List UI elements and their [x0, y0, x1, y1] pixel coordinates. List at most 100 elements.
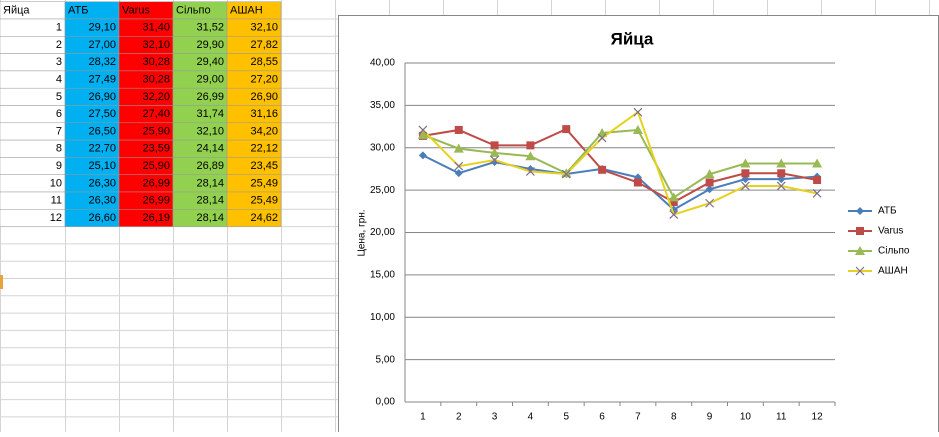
cell-text: 26,30	[88, 195, 116, 207]
chart-frame	[338, 15, 939, 436]
series-line	[422, 128, 818, 199]
cell-text: 27,50	[88, 108, 116, 120]
cell-text: 24,14	[196, 143, 224, 155]
y-tick-label: 0,00	[376, 397, 396, 408]
cell-text: 5	[56, 91, 62, 103]
marker	[705, 198, 715, 208]
x-tick-label: 3	[492, 412, 498, 423]
marker	[454, 161, 464, 171]
cell-text: 31,52	[196, 22, 224, 34]
legend-label: АШАН	[878, 266, 908, 277]
marker	[598, 165, 607, 174]
cell-text: 28,14	[196, 195, 224, 207]
marker	[669, 198, 678, 207]
cell-text: 32,10	[196, 125, 224, 137]
cell-text: 29,10	[88, 22, 116, 34]
cell-text: 1	[56, 22, 62, 34]
cell-text: 26,99	[196, 91, 224, 103]
marker	[525, 167, 535, 176]
marker	[489, 147, 500, 157]
marker	[669, 210, 679, 219]
marker	[668, 192, 679, 202]
y-tick-label: 5,00	[376, 354, 396, 365]
chart-title: Яйца	[611, 29, 654, 48]
marker	[526, 141, 535, 150]
active-cell-marker	[0, 275, 3, 289]
cell-text: 26,89	[196, 160, 224, 172]
cell-text: 2	[56, 39, 62, 51]
cell-text: 31,74	[196, 108, 224, 120]
header-text: Сільпо	[176, 4, 211, 16]
cell-text: 26,99	[142, 195, 170, 207]
header-text: Varus	[122, 4, 150, 16]
marker	[525, 151, 536, 161]
cell-text: 11	[51, 195, 62, 207]
x-tick-label: 2	[456, 412, 462, 423]
y-tick-label: 35,00	[370, 100, 395, 111]
marker	[490, 141, 499, 150]
x-tick-label: 10	[740, 412, 752, 423]
marker	[633, 178, 642, 187]
cell-text: 27,00	[88, 39, 116, 51]
legend-label: Varus	[878, 226, 903, 237]
cell-text: 32,10	[250, 22, 278, 34]
marker	[417, 129, 428, 139]
cell-text: 29,40	[196, 56, 224, 68]
marker	[740, 181, 750, 191]
series-line	[422, 110, 818, 216]
cell-text: 28,14	[196, 212, 224, 224]
cell-text: 29,90	[196, 39, 224, 51]
y-tick-label: 30,00	[370, 142, 395, 153]
chart: Яйца Цена, грн. 0,00 5,00 10,00 15,00 20,00 2…	[357, 29, 910, 422]
cell-text: 31,16	[250, 108, 278, 120]
y-tick-label: 20,00	[370, 227, 395, 238]
marker	[632, 124, 643, 134]
cell-text: 25,10	[88, 160, 116, 172]
cell-text: 25,90	[142, 160, 170, 172]
cell-text: 26,60	[88, 212, 116, 224]
y-tick-label: 15,00	[370, 270, 395, 281]
x-tick-label: 12	[812, 412, 824, 423]
cell-text: 32,10	[142, 39, 170, 51]
cell-text: 23,59	[142, 143, 170, 155]
cell-text: 26,50	[88, 125, 116, 137]
cell-text: 32,20	[142, 91, 170, 103]
legend-marker	[855, 266, 865, 276]
marker	[597, 133, 607, 143]
x-tick-label: 5	[563, 412, 569, 423]
cell-text: 26,30	[88, 177, 116, 189]
cell-text: 27,20	[250, 73, 278, 85]
marker	[704, 169, 715, 179]
cell-text: 28,55	[250, 56, 278, 68]
cell-text: 27,40	[142, 108, 170, 120]
cell-text: 27,49	[88, 73, 116, 85]
cell-text: 26,99	[142, 177, 170, 189]
y-tick-label: 25,00	[370, 185, 395, 196]
header-text: АТБ	[68, 4, 88, 16]
cell-text: 8	[56, 143, 62, 155]
y-tick-label: 40,00	[370, 58, 395, 69]
cell-text: 29,00	[196, 73, 224, 85]
marker	[777, 169, 786, 178]
marker	[454, 125, 463, 134]
cell-text: 26,90	[250, 91, 278, 103]
cell-text: 6	[56, 108, 62, 120]
marker	[740, 158, 751, 168]
x-tick-label: 1	[420, 412, 426, 423]
cell-text: 30,28	[142, 73, 170, 85]
marker	[562, 125, 571, 134]
cell-text: 26,90	[88, 91, 116, 103]
marker	[705, 185, 714, 194]
marker	[453, 143, 464, 153]
x-tick-label: 6	[599, 412, 605, 423]
cell-text: 10	[50, 177, 62, 189]
x-tick-label: 4	[528, 412, 534, 423]
legend-marker	[855, 246, 865, 255]
cell-text: 27,82	[250, 39, 278, 51]
legend-marker	[856, 227, 864, 235]
cell-text: 31,40	[142, 22, 170, 34]
cell-text: 22,12	[250, 143, 278, 155]
x-tick-label: 11	[776, 412, 787, 423]
